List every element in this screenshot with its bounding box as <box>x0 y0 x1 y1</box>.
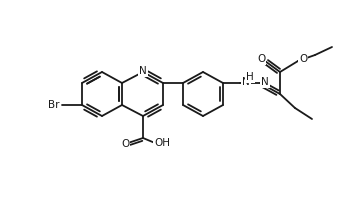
Text: N: N <box>261 77 269 87</box>
Text: O: O <box>299 54 307 64</box>
Text: N: N <box>139 66 147 76</box>
Text: N: N <box>242 77 250 87</box>
Text: O: O <box>121 139 129 149</box>
Text: O: O <box>257 54 265 64</box>
Text: Br: Br <box>48 100 60 110</box>
Text: H: H <box>246 72 254 82</box>
Text: OH: OH <box>154 138 170 148</box>
